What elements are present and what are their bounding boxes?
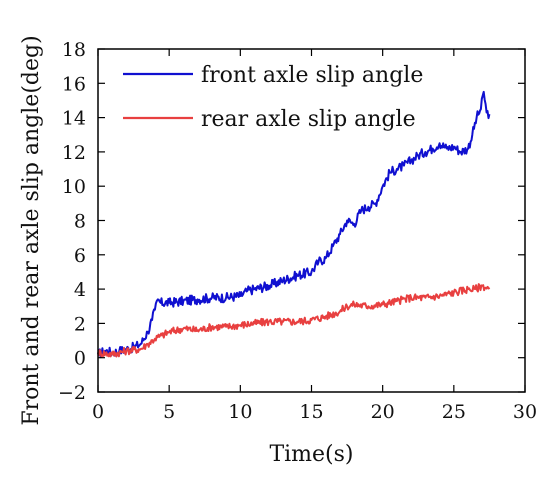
x-tick-label: 20 <box>371 401 395 423</box>
x-tick-label: 0 <box>92 401 104 423</box>
y-tick-label: −2 <box>58 382 86 404</box>
plot-lines <box>97 90 491 359</box>
legend-label-front: front axle slip angle <box>201 63 423 88</box>
y-tick-label: 6 <box>74 245 86 267</box>
plot-frame <box>97 48 526 393</box>
y-tick-label: 12 <box>62 142 86 164</box>
y-tick-label: 10 <box>62 176 86 198</box>
series-line-rear <box>97 283 491 358</box>
y-tick-label: 18 <box>62 39 86 61</box>
x-tick-label: 10 <box>228 401 252 423</box>
y-tick-label: 4 <box>74 279 86 301</box>
x-tick-label: 25 <box>442 401 466 423</box>
ticks-layer <box>97 48 526 393</box>
series-line-front <box>97 90 491 359</box>
legend-label-rear: rear axle slip angle <box>201 107 416 132</box>
legend: front axle slip angle rear axle slip ang… <box>123 63 423 132</box>
x-tick-label: 5 <box>163 401 175 423</box>
y-tick-label: 0 <box>74 348 86 370</box>
y-tick-label: 8 <box>74 211 86 233</box>
y-axis-title: Front and rear axle slip angle(deg) <box>19 35 44 425</box>
x-tick-label: 15 <box>299 401 323 423</box>
x-tick-label: 30 <box>513 401 537 423</box>
x-axis-title: Time(s) <box>269 442 353 467</box>
y-tick-label: 14 <box>62 108 86 130</box>
y-tick-label: 2 <box>74 313 86 335</box>
y-tick-label: 16 <box>62 73 86 95</box>
tick-labels: 0 5 10 15 20 25 30 −2 0 2 4 6 8 10 12 14 16 18 <box>58 39 537 423</box>
